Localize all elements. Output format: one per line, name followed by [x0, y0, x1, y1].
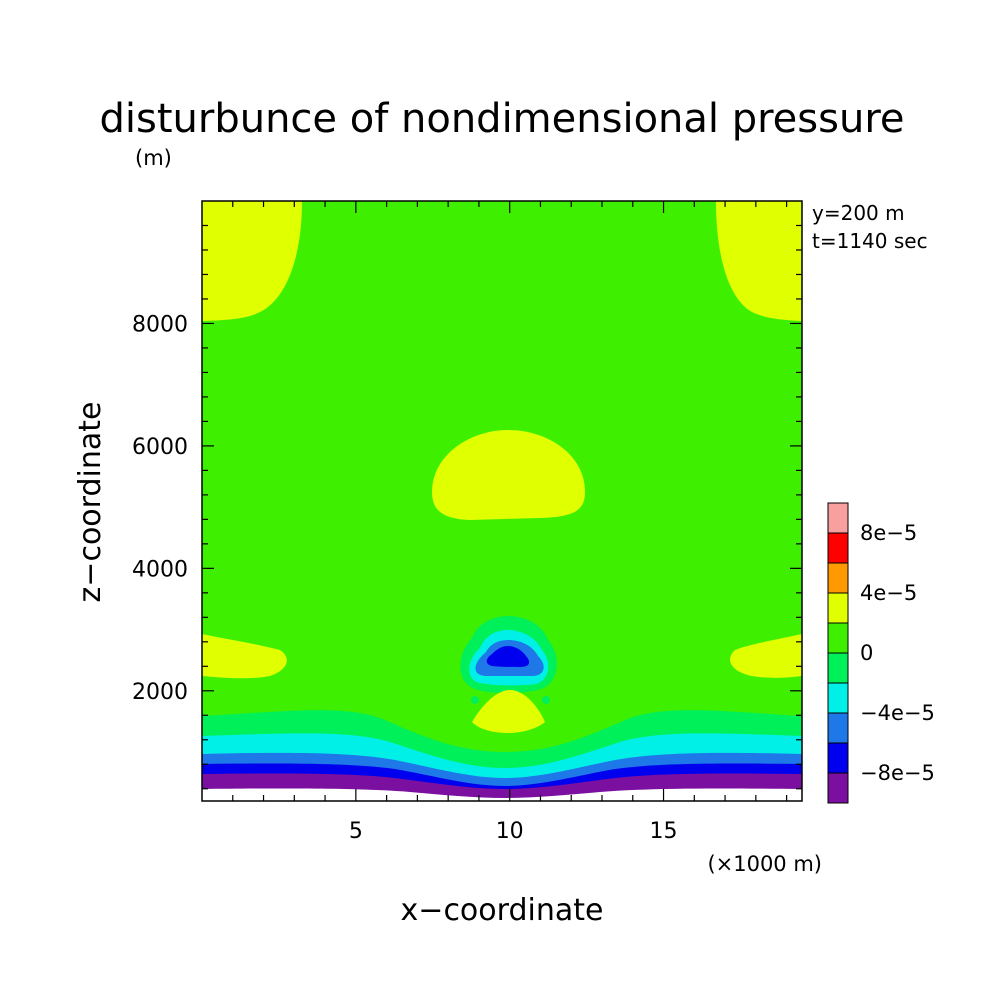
mid-positive-dome: [432, 430, 585, 520]
colorbar-label: 8e−5: [860, 521, 917, 545]
colorbar-swatch: [827, 622, 849, 654]
colorbar-swatch: [827, 532, 849, 564]
x-tick-label: 10: [496, 819, 524, 844]
colorbar-label: −4e−5: [860, 701, 935, 725]
x-tick-label: 15: [650, 819, 678, 844]
y-tick-label: 4000: [132, 557, 188, 582]
x-tick-label: 5: [349, 819, 363, 844]
colorbar-swatch: [827, 712, 849, 744]
contour-plot-area: [201, 200, 803, 802]
y-axis-label: z−coordinate: [73, 402, 108, 603]
x-unit-note: (×1000 m): [707, 852, 822, 876]
colorbar-swatch: [827, 562, 849, 594]
core-speck-right: [542, 696, 550, 704]
bottom-unfilled: [202, 788, 802, 801]
colorbar: [827, 502, 849, 804]
units-label: (m): [135, 146, 172, 170]
colorbar-swatch: [827, 742, 849, 774]
colorbar-label: 0: [860, 641, 873, 665]
axis-ticks: [202, 201, 802, 801]
colorbar-swatch: [827, 652, 849, 684]
colorbar-label: 4e−5: [860, 581, 917, 605]
upper-right-positive-region: [716, 201, 802, 321]
positive-lens: [472, 690, 545, 733]
y-tick-label: 6000: [132, 435, 188, 460]
x-axis-label: x−coordinate: [401, 893, 604, 928]
colorbar-swatch: [827, 772, 849, 804]
colorbar-labels: −8e−5 −4e−5 0 4e−5 8e−5: [860, 521, 935, 785]
y-tick-label: 8000: [132, 312, 188, 337]
core-band-3: [486, 646, 530, 667]
x-tick-labels: 5 10 15: [349, 819, 678, 844]
info-t: t=1140 sec: [812, 229, 928, 253]
right-positive-lobe: [730, 634, 802, 678]
chart-title: disturbunce of nondimensional pressure: [100, 96, 905, 142]
colorbar-swatch: [827, 682, 849, 714]
info-y: y=200 m: [812, 201, 905, 225]
core-speck-left: [471, 696, 479, 704]
plot-frame: [201, 200, 803, 802]
upper-left-positive-region: [202, 201, 302, 321]
y-tick-label: 2000: [132, 680, 188, 705]
left-positive-lobe: [202, 634, 287, 679]
y-tick-labels: 2000 4000 6000 8000: [132, 312, 188, 704]
colorbar-swatch: [827, 592, 849, 624]
colorbar-swatch: [827, 502, 849, 534]
colorbar-label: −8e−5: [860, 761, 935, 785]
